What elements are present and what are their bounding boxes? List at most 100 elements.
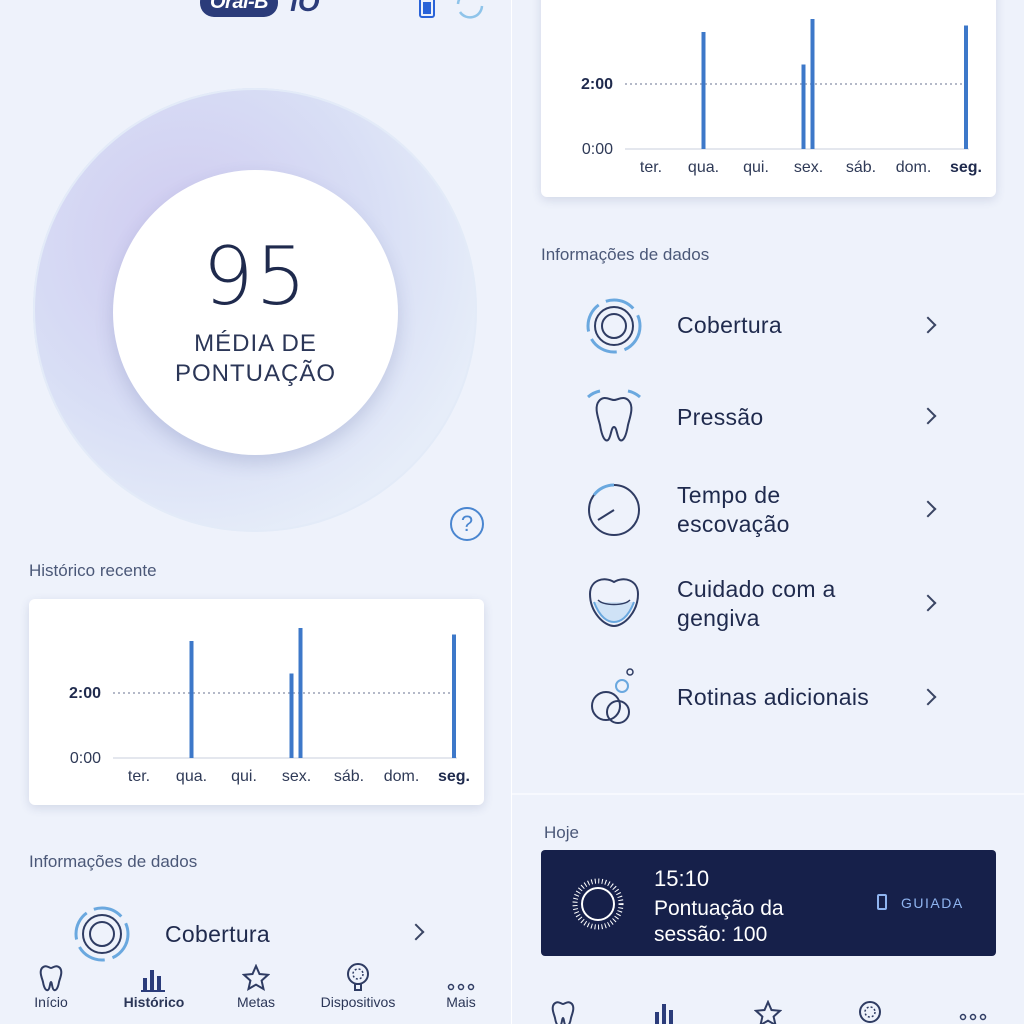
- metric-label: Rotinas adicionais: [677, 684, 870, 710]
- sync-icon[interactable]: [452, 0, 488, 20]
- metric-row-coverage[interactable]: Cobertura: [512, 290, 1024, 362]
- x-tick-label: ter.: [640, 159, 662, 176]
- nav-item-dispositivos[interactable]: [820, 1000, 920, 1024]
- x-tick-label: dom.: [896, 159, 932, 176]
- brand-name: Oral-B: [200, 0, 279, 17]
- section-divider: [512, 793, 1024, 795]
- today-title: Hoje: [544, 823, 579, 842]
- session-mode: GUIADA: [901, 895, 964, 911]
- star-icon: [754, 1000, 782, 1024]
- y-tick-label: 0:00: [582, 141, 613, 158]
- y-tick-label: 2:00: [581, 76, 613, 93]
- history-screen-right: Oral-B iO 0:002:00ter.qua.qui.sex.sáb.do…: [512, 0, 1024, 1024]
- chevron-right-icon: [919, 688, 937, 706]
- metric-label: Cobertura: [677, 312, 782, 338]
- nav-item-historico[interactable]: [616, 1000, 716, 1024]
- session-bar: [964, 25, 968, 149]
- nav-item-dispositivos[interactable]: Dispositivos: [308, 960, 408, 1010]
- brand-logo: Oral-B iO: [200, 0, 320, 18]
- nav-item-mais[interactable]: Mais: [411, 960, 511, 1010]
- metric-label: Cuidado com a: [677, 576, 836, 602]
- tooth-icon: [39, 965, 63, 992]
- x-tick-label: seg.: [950, 159, 982, 176]
- x-tick-label: seg.: [438, 768, 470, 785]
- x-tick-label: qui.: [231, 768, 257, 785]
- session-sun-icon: [572, 878, 624, 930]
- session-bar: [289, 673, 294, 758]
- coverage-icon: [586, 298, 642, 354]
- metric-row-coverage[interactable]: Cobertura: [0, 898, 512, 962]
- x-tick-label: qua.: [688, 159, 719, 176]
- recent-history-chart[interactable]: 0:00 2:00 ter. qua. qui. sex. sáb. dom. seg.: [29, 599, 484, 805]
- x-tick-label: dom.: [384, 768, 420, 785]
- nav-label: Dispositivos: [320, 994, 396, 1010]
- x-tick-label: qui.: [743, 159, 769, 176]
- phone-icon: [877, 894, 887, 910]
- x-tick-label: sex.: [282, 768, 311, 785]
- recent-history-title: Histórico recente: [29, 561, 157, 580]
- metric-row-brushing-time[interactable]: Tempo de escovação: [512, 472, 1024, 548]
- nav-item-mais[interactable]: [923, 1000, 1023, 1024]
- x-tick-label: qua.: [176, 768, 207, 785]
- product-name: iO: [290, 0, 320, 17]
- session-bar: [189, 641, 194, 758]
- nav-item-inicio[interactable]: Início: [1, 960, 101, 1010]
- nav-label: Metas: [236, 994, 276, 1010]
- x-tick-label: sáb.: [846, 159, 876, 176]
- nav-label: Mais: [446, 994, 476, 1010]
- y-tick-label: 0:00: [70, 750, 101, 767]
- metric-row-pressure[interactable]: Pressão: [512, 381, 1024, 453]
- y-tick-label: 2:00: [69, 685, 101, 702]
- timer-icon: [588, 483, 640, 536]
- bar-chart-icon: [655, 1004, 673, 1024]
- recent-history-chart[interactable]: 0:00 2:00 ter. qua. qui. sex. sáb. dom. seg.: [541, 0, 996, 197]
- session-score-line1: Pontuação da: [654, 897, 784, 920]
- metric-row-gum-care[interactable]: Cuidado com a gengiva: [512, 566, 1024, 642]
- session-bar: [452, 634, 456, 758]
- metric-label-line2: gengiva: [677, 605, 760, 631]
- score-label-line1: MÉDIA DE: [194, 330, 317, 357]
- bubbles-icon: [591, 668, 634, 724]
- metric-label: Pressão: [677, 404, 764, 430]
- chevron-right-icon: [919, 594, 937, 612]
- data-info-title: Informações de dados: [541, 245, 710, 264]
- session-bar: [801, 64, 806, 149]
- chevron-right-icon: [919, 316, 937, 334]
- history-screen-left: Oral-B iO 95 MÉDIA DE PONTUAÇÃO ? Histór…: [0, 0, 512, 1024]
- more-icon: [959, 1013, 987, 1021]
- today-session-card[interactable]: 15:10 Pontuação da sessão: 100 GUIADA: [541, 850, 996, 956]
- coverage-icon: [74, 906, 130, 962]
- x-tick-label: ter.: [128, 768, 150, 785]
- more-icon: [447, 983, 475, 991]
- x-tick-label: sex.: [794, 159, 823, 176]
- nav-label: Histórico: [123, 994, 185, 1010]
- nav-item-historico[interactable]: Histórico: [104, 960, 204, 1010]
- chart-svg: 0:00 2:00 ter. qua. qui. sex. sáb. dom. seg.: [69, 628, 470, 785]
- chevron-right-icon: [919, 407, 937, 425]
- data-info-title: Informações de dados: [29, 852, 198, 871]
- battery-icon: [419, 0, 435, 18]
- star-icon: [242, 964, 270, 992]
- session-time: 15:10: [654, 866, 710, 891]
- x-tick-label: sáb.: [334, 768, 364, 785]
- help-button[interactable]: ?: [450, 507, 484, 541]
- score-label-line2: PONTUAÇÃO: [174, 360, 336, 387]
- metric-label: Tempo de: [677, 482, 781, 508]
- bottom-nav: Início Histórico Metas Dispositivos Mais: [0, 960, 512, 1024]
- metric-row-extra-routines[interactable]: Rotinas adicionais: [512, 660, 1024, 736]
- nav-item-metas[interactable]: Metas: [206, 960, 306, 1010]
- chart-svg: 0:00 2:00 ter. qua. qui. sex. sáb. dom. seg.: [581, 19, 982, 176]
- session-bar: [810, 19, 815, 149]
- session-score-line2: sessão: 100: [654, 923, 768, 946]
- nav-item-metas[interactable]: [718, 1000, 818, 1024]
- score-value: 95: [202, 230, 309, 323]
- score-circle[interactable]: 95 MÉDIA DE PONTUAÇÃO: [113, 170, 398, 455]
- bottom-nav: [512, 1000, 1024, 1024]
- metric-label: Cobertura: [165, 921, 270, 947]
- nav-item-inicio[interactable]: [513, 1000, 613, 1024]
- session-bar: [298, 628, 303, 758]
- chevron-right-icon: [919, 500, 937, 518]
- tooth-icon: [551, 1001, 575, 1024]
- bar-chart-icon: [141, 970, 165, 992]
- metric-label-line2: escovação: [677, 511, 790, 537]
